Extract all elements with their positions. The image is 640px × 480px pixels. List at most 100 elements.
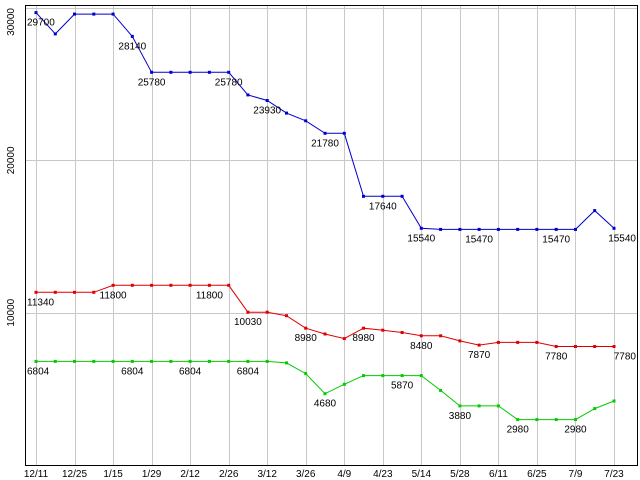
point-label: 23930 <box>253 106 281 117</box>
data-point <box>53 290 57 294</box>
y-tick-label: 10000 <box>6 298 17 326</box>
data-point <box>130 34 134 38</box>
data-point <box>554 418 558 422</box>
data-point <box>227 70 231 74</box>
data-point <box>169 359 173 363</box>
point-label: 17640 <box>369 201 397 212</box>
data-point <box>381 374 385 378</box>
data-point <box>477 404 481 408</box>
data-point <box>73 12 76 16</box>
data-point <box>574 227 577 231</box>
data-point <box>419 226 423 230</box>
x-tick-label: 6/11 <box>489 469 508 480</box>
x-tick-label: 6/25 <box>527 469 547 480</box>
data-point <box>34 11 38 15</box>
data-point <box>265 310 269 314</box>
point-label: 2980 <box>507 425 530 436</box>
data-point <box>458 404 462 408</box>
plot-border <box>25 5 638 466</box>
x-tick-label: 1/15 <box>103 469 123 480</box>
data-point <box>111 12 115 16</box>
data-point <box>150 70 154 74</box>
point-label: 21780 <box>311 138 339 149</box>
data-point <box>381 194 385 198</box>
data-point <box>53 32 57 36</box>
x-tick-label: 7/23 <box>604 469 624 480</box>
data-point <box>53 359 57 363</box>
point-label: 11800 <box>196 290 224 301</box>
point-label: 8480 <box>410 341 433 352</box>
data-point <box>439 227 443 231</box>
data-point <box>535 227 539 231</box>
point-label: 5870 <box>391 381 414 392</box>
data-point <box>169 283 173 287</box>
point-label: 15540 <box>407 233 435 244</box>
data-point <box>535 418 539 422</box>
data-point <box>400 331 404 334</box>
gridlines <box>25 5 637 465</box>
point-label: 15540 <box>608 233 636 244</box>
series-green: 6804 6804 6804 6804 4680 5870 3880 2980 2980 <box>27 359 616 436</box>
data-point <box>593 209 597 213</box>
data-point <box>342 337 346 341</box>
data-point <box>207 283 211 287</box>
data-point <box>246 93 250 97</box>
data-point <box>111 283 115 287</box>
data-point <box>92 12 96 16</box>
point-label: 2980 <box>564 425 587 436</box>
data-point <box>73 290 76 294</box>
x-tick-label: 3/26 <box>296 469 316 480</box>
y-tick-label: 30000 <box>6 8 17 36</box>
point-label: 4680 <box>314 399 337 410</box>
point-label: 6804 <box>27 366 50 377</box>
data-point <box>535 340 539 344</box>
x-tick-label: 2/26 <box>219 469 239 480</box>
data-point <box>516 227 520 231</box>
x-tick-label: 12/11 <box>24 469 49 480</box>
x-tick-label: 5/14 <box>412 469 432 480</box>
point-label: 25780 <box>215 77 243 88</box>
point-label: 6804 <box>237 366 260 377</box>
data-point <box>304 372 308 376</box>
data-point <box>34 290 38 294</box>
data-point <box>246 359 250 363</box>
point-label: 29700 <box>27 18 55 29</box>
data-point <box>458 339 462 343</box>
data-point <box>188 70 192 74</box>
data-point <box>612 226 616 230</box>
data-point <box>92 290 96 294</box>
data-point <box>323 332 327 336</box>
x-tick-label: 4/9 <box>337 469 351 480</box>
data-point <box>130 359 134 363</box>
data-point <box>439 334 443 338</box>
point-label: 11340 <box>27 297 55 308</box>
data-point <box>285 361 288 365</box>
x-axis-labels: 12/11 12/25 1/15 1/29 2/12 2/26 3/12 3/26 4/9 4/2… <box>24 469 624 480</box>
data-point <box>323 131 327 135</box>
data-point <box>362 326 365 330</box>
data-point <box>150 283 154 287</box>
data-point <box>150 359 154 363</box>
point-label: 25780 <box>138 77 166 88</box>
data-point <box>593 407 597 411</box>
data-point <box>304 119 308 123</box>
x-tick-label: 5/28 <box>450 469 470 480</box>
data-point <box>207 70 211 74</box>
data-point <box>285 111 288 115</box>
data-point <box>342 131 346 135</box>
point-label: 28140 <box>118 41 146 52</box>
point-label: 7780 <box>614 352 637 363</box>
x-tick-label: 7/9 <box>569 469 583 480</box>
series-red: 11340 11800 11800 10030 8980 8980 8480 7870 7780… <box>27 283 637 363</box>
data-point <box>304 326 308 330</box>
data-point <box>188 283 192 287</box>
data-point <box>516 340 520 344</box>
data-point <box>477 343 481 347</box>
data-point <box>227 283 231 287</box>
point-label: 15470 <box>465 234 493 245</box>
point-label: 8980 <box>352 333 375 344</box>
point-label: 6804 <box>179 366 202 377</box>
data-point <box>130 283 134 287</box>
